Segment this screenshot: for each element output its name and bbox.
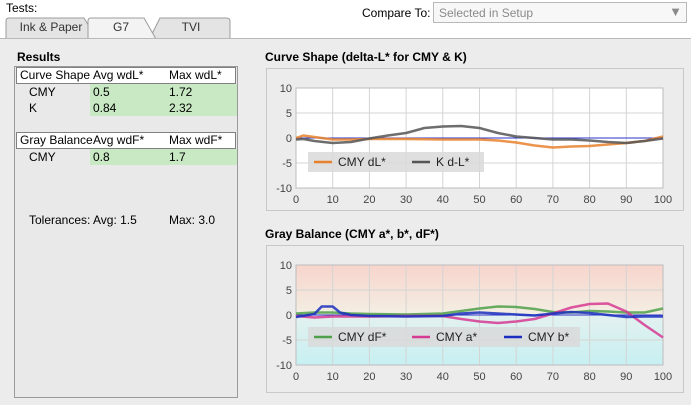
compare-to-dropdown[interactable]: Selected in Setup ▼ <box>433 2 687 23</box>
x-tick-label: 60 <box>510 194 522 206</box>
tab-ink-paper[interactable]: Ink & Paper <box>19 20 83 34</box>
curve-shape-chart-title: Curve Shape (delta-L* for CMY & K) <box>265 50 467 64</box>
legend-label: CMY dL* <box>338 155 386 169</box>
series-line-k-d-l <box>295 124 664 145</box>
x-tick-label: 100 <box>654 194 672 206</box>
gray-balance-values-highlight <box>90 149 237 165</box>
curve-shape-avg-header: Avg wdL* <box>93 68 144 82</box>
plot-border <box>295 264 664 366</box>
chevron-down-icon[interactable]: ▼ <box>669 4 682 19</box>
legend-label: CMY dF* <box>338 330 387 344</box>
tolerances-avg: Avg: 1.5 <box>93 213 137 227</box>
curve-shape-row-max: 2.32 <box>169 101 193 115</box>
x-tick-label: 80 <box>583 371 595 383</box>
gray-balance-chart-frame: 10 5 0 -5 -10 0 10 20 30 40 50 60 70 80 90 100 CMY dF* CM… <box>266 245 684 393</box>
x-tick-label: 50 <box>473 371 485 383</box>
y-tick-label: 5 <box>286 285 292 297</box>
compare-to-value: Selected in Setup <box>439 6 534 20</box>
curve-shape-row-avg: 0.84 <box>93 101 117 115</box>
x-tick-label: 70 <box>547 371 559 383</box>
x-tick-label: 70 <box>547 194 559 206</box>
curve-shape-header-label: Curve Shape <box>20 68 91 82</box>
gray-balance-row-max: 1.7 <box>169 150 186 164</box>
legend-label: K d-L* <box>436 155 470 169</box>
curve-shape-row-avg: 0.5 <box>93 85 110 99</box>
gray-balance-header <box>16 132 236 149</box>
series-line-cmy-df <box>295 305 664 316</box>
gray-balance-chart-title: Gray Balance (CMY a*, b*, dF*) <box>265 227 439 241</box>
series-line-cmy-b <box>295 305 663 319</box>
gray-balance-header-label: Gray Balance <box>20 133 93 147</box>
y-tick-label: 0 <box>286 133 292 145</box>
results-title: Results <box>17 50 61 64</box>
y-tick-label: -5 <box>282 158 292 170</box>
tab-g7[interactable]: G7 <box>112 20 129 34</box>
x-tick-label: 90 <box>620 371 632 383</box>
y-tick-label: 0 <box>286 310 292 322</box>
curve-shape-row-max: 1.72 <box>169 85 193 99</box>
y-tick-label: 5 <box>286 108 292 120</box>
x-tick-label: 30 <box>400 194 412 206</box>
x-tick-label: 60 <box>510 371 522 383</box>
x-tick-label: 80 <box>583 194 595 206</box>
legend-label: CMY b* <box>528 330 569 344</box>
x-tick-label: 10 <box>327 371 339 383</box>
curve-shape-max-header: Max wdL* <box>169 68 222 82</box>
x-tick-label: 40 <box>437 194 449 206</box>
x-tick-label: 0 <box>293 194 299 206</box>
tolerances-label: Tolerances: <box>29 213 91 227</box>
tab-divider <box>0 38 691 39</box>
tab-shapes <box>5 17 231 39</box>
gray-balance-row-label: CMY <box>29 150 56 164</box>
legend-box <box>308 152 484 172</box>
tolerances-max: Max: 3.0 <box>169 213 216 227</box>
tab-strip: Ink & Paper G7 TVI <box>0 17 691 39</box>
x-tick-label: 30 <box>400 371 412 383</box>
x-tick-label: 10 <box>327 194 339 206</box>
curve-shape-row-label: CMY <box>29 85 56 99</box>
legend-box <box>308 327 580 347</box>
y-tick-label: -10 <box>276 360 292 372</box>
x-tick-label: 40 <box>437 371 449 383</box>
y-tick-label: -10 <box>276 183 292 195</box>
y-tick-label: 10 <box>280 260 292 272</box>
tab-tvi[interactable]: TVI <box>181 20 201 34</box>
curve-shape-chart-frame: 10 5 0 -5 -10 0 10 20 30 40 50 60 70 80 90 100 CMY dL* K … <box>266 68 684 211</box>
gray-balance-row-avg: 0.8 <box>93 150 110 164</box>
x-tick-label: 90 <box>620 194 632 206</box>
x-tick-label: 0 <box>293 371 299 383</box>
legend-label: CMY a* <box>436 330 477 344</box>
x-tick-label: 100 <box>654 371 672 383</box>
curve-shape-header <box>16 67 236 84</box>
gray-balance-max-header: Max wdF* <box>169 133 223 147</box>
x-tick-label: 20 <box>363 371 375 383</box>
compare-to-label: Compare To: <box>362 6 431 20</box>
gray-balance-avg-header: Avg wdF* <box>93 133 145 147</box>
y-tick-label: -5 <box>282 335 292 347</box>
series-line-cmy-dl <box>295 134 664 149</box>
x-tick-label: 50 <box>473 194 485 206</box>
x-tick-label: 20 <box>363 194 375 206</box>
y-tick-label: 10 <box>280 83 292 95</box>
curve-shape-row-label: K <box>29 101 38 115</box>
tests-label: Tests: <box>6 1 38 15</box>
curve-shape-values-highlight <box>90 84 237 116</box>
results-panel <box>14 66 238 398</box>
